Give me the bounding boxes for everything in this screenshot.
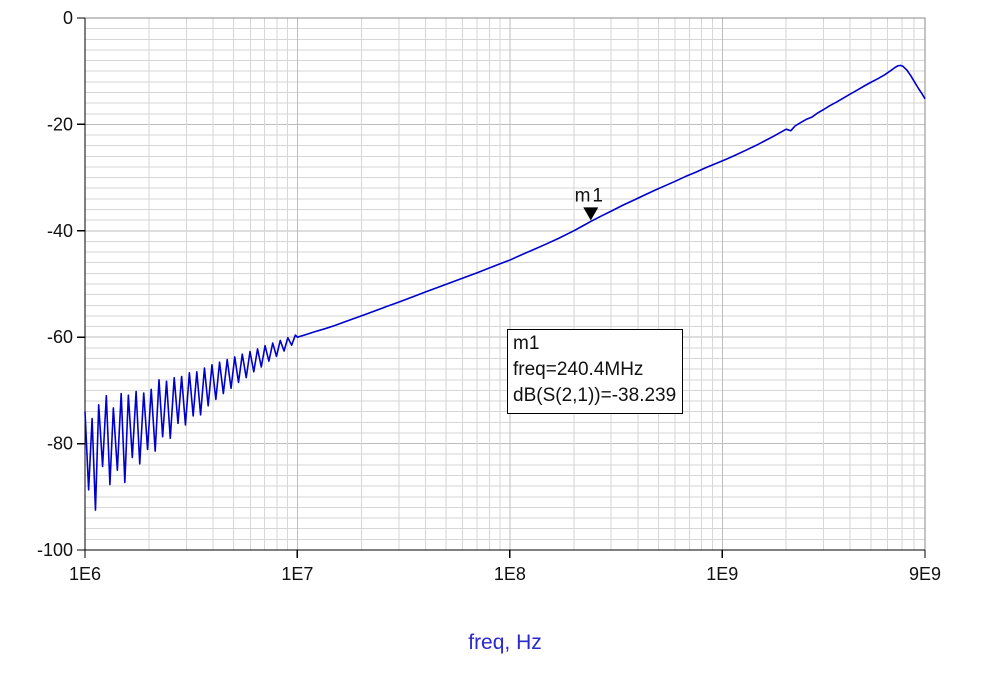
x-tick-label: 1E9 xyxy=(706,564,738,584)
y-tick-label: -60 xyxy=(47,327,73,347)
y-tick-label: -100 xyxy=(37,540,73,560)
marker-readout-value: dB(S(2,1))=-38.239 xyxy=(513,385,677,407)
x-tick-label: 1E8 xyxy=(494,564,526,584)
x-tick-label: 1E7 xyxy=(281,564,313,584)
marker-readout-box[interactable]: m1 freq=240.4MHz dB(S(2,1))=-38.239 xyxy=(507,329,684,414)
s21-trace xyxy=(84,64,926,511)
marker-readout-label: m1 xyxy=(513,333,540,354)
x-tick-label: 9E9 xyxy=(909,564,941,584)
marker-readout-freq: freq=240.4MHz xyxy=(513,359,644,381)
y-tick-label: -80 xyxy=(47,434,73,454)
x-axis-title: freq, Hz xyxy=(468,631,542,654)
marker-triangle[interactable] xyxy=(583,207,599,221)
y-tick-label: -20 xyxy=(47,114,73,134)
marker-label: m1 xyxy=(575,185,605,206)
y-tick-label: 0 xyxy=(63,8,73,28)
x-tick-label: 1E6 xyxy=(69,564,101,584)
y-tick-label: -40 xyxy=(47,221,73,241)
